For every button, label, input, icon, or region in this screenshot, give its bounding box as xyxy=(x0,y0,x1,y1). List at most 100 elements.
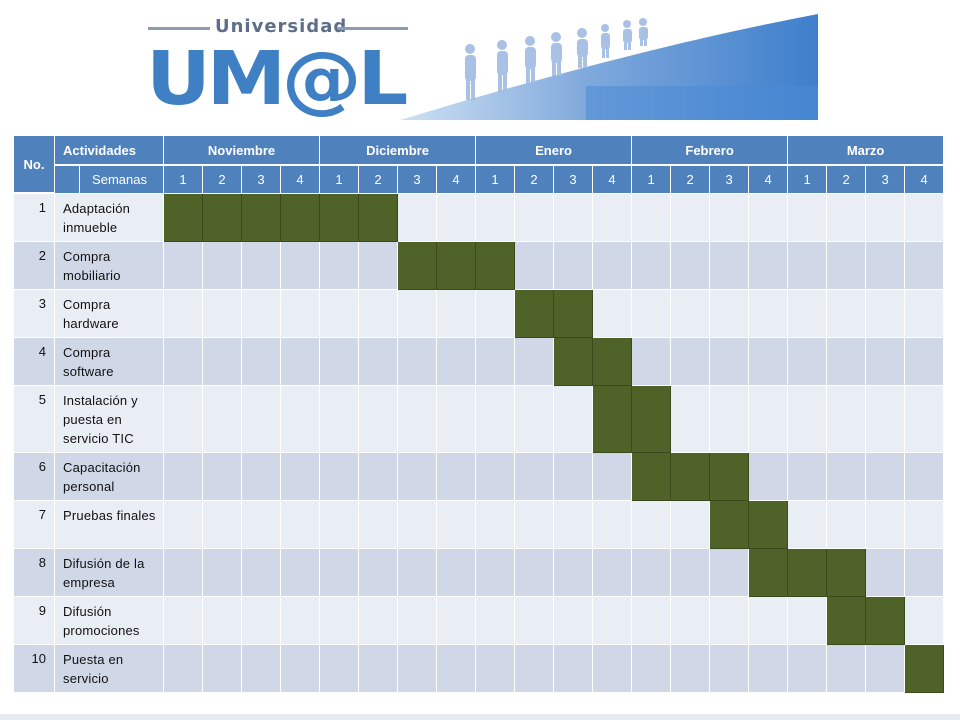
week-cell xyxy=(164,645,204,693)
week-cell xyxy=(827,645,867,693)
week-header-enero-4: 4 xyxy=(593,166,633,194)
week-cell xyxy=(281,501,321,549)
person-silhouette xyxy=(525,36,536,84)
week-cell xyxy=(320,549,360,597)
activity-number: 10 xyxy=(14,645,55,693)
gantt-bar-cell xyxy=(554,338,594,386)
week-cell xyxy=(866,386,906,453)
week-header-diciembre-1: 1 xyxy=(320,166,360,194)
week-header-enero-1: 1 xyxy=(476,166,516,194)
weeks-label-spacer xyxy=(55,166,80,194)
week-cell xyxy=(788,386,828,453)
month-header-diciembre: Diciembre xyxy=(320,136,477,166)
week-cell xyxy=(359,386,399,453)
week-cell xyxy=(281,453,321,501)
person-silhouette xyxy=(497,40,508,92)
week-cell xyxy=(515,597,555,645)
week-cell xyxy=(242,290,282,338)
week-cell xyxy=(554,453,594,501)
week-cell xyxy=(476,194,516,242)
week-header-enero-2: 2 xyxy=(515,166,555,194)
month-header-febrero: Febrero xyxy=(632,136,789,166)
gantt-bar-cell xyxy=(593,338,633,386)
week-cell xyxy=(749,453,789,501)
week-cell xyxy=(398,549,438,597)
week-header-enero-3: 3 xyxy=(554,166,594,194)
people-banner-graphic xyxy=(400,14,818,120)
week-cell xyxy=(476,338,516,386)
activity-row: 8 Difusión de la empresa xyxy=(14,549,945,597)
week-cell xyxy=(203,645,243,693)
gantt-bar-cell xyxy=(203,194,243,242)
gantt-bar-cell xyxy=(749,549,789,597)
week-header-noviembre-2: 2 xyxy=(203,166,243,194)
activity-name: Difusión de la empresa xyxy=(55,549,165,597)
week-cell xyxy=(632,501,672,549)
week-cell xyxy=(749,645,789,693)
gantt-bar-cell xyxy=(866,597,906,645)
gantt-bar-cell xyxy=(827,549,867,597)
gantt-bar-cell xyxy=(398,242,438,290)
person-silhouette xyxy=(577,28,588,68)
activity-number: 8 xyxy=(14,549,55,597)
person-silhouette xyxy=(601,24,610,58)
activity-number: 7 xyxy=(14,501,55,549)
week-cell xyxy=(515,549,555,597)
gantt-bar-cell xyxy=(827,597,867,645)
week-cell xyxy=(203,386,243,453)
week-cell xyxy=(203,242,243,290)
week-cell xyxy=(203,290,243,338)
week-cell xyxy=(905,453,945,501)
week-cell xyxy=(554,597,594,645)
week-cell xyxy=(554,549,594,597)
week-cell xyxy=(710,242,750,290)
week-header-noviembre-3: 3 xyxy=(242,166,282,194)
activity-row: 10 Puesta en servicio xyxy=(14,645,945,693)
week-cell xyxy=(905,338,945,386)
week-cell xyxy=(593,242,633,290)
week-cell xyxy=(749,386,789,453)
logo-rule-right xyxy=(338,27,408,30)
week-cell xyxy=(476,453,516,501)
gantt-bar-cell xyxy=(164,194,204,242)
week-cell xyxy=(788,501,828,549)
week-cell xyxy=(398,338,438,386)
week-cell xyxy=(242,549,282,597)
week-cell xyxy=(749,597,789,645)
week-cell xyxy=(554,645,594,693)
gantt-bar-cell xyxy=(710,453,750,501)
week-cell xyxy=(671,549,711,597)
week-cell xyxy=(671,386,711,453)
person-silhouette xyxy=(623,20,632,50)
activity-name: Difusión promociones xyxy=(55,597,165,645)
activity-name: Capacitación personal xyxy=(55,453,165,501)
week-cell xyxy=(437,597,477,645)
week-header-marzo-1: 1 xyxy=(788,166,828,194)
month-header-enero: Enero xyxy=(476,136,633,166)
week-cell xyxy=(203,338,243,386)
week-cell xyxy=(866,501,906,549)
gantt-bar-cell xyxy=(905,645,945,693)
month-header-row: No. Actividades Noviembre Diciembre Enero F… xyxy=(14,136,945,194)
week-cell xyxy=(320,645,360,693)
week-cell xyxy=(515,338,555,386)
week-cell xyxy=(437,645,477,693)
activity-number: 2 xyxy=(14,242,55,290)
week-cell xyxy=(710,597,750,645)
week-cell xyxy=(359,549,399,597)
activity-number: 6 xyxy=(14,453,55,501)
week-header-diciembre-2: 2 xyxy=(359,166,399,194)
gantt-bar-cell xyxy=(671,453,711,501)
activity-number: 3 xyxy=(14,290,55,338)
week-cell xyxy=(905,386,945,453)
week-cell xyxy=(476,386,516,453)
week-cell xyxy=(476,549,516,597)
week-cell xyxy=(827,453,867,501)
week-cell xyxy=(866,194,906,242)
week-cell xyxy=(359,597,399,645)
week-cell xyxy=(593,501,633,549)
gantt-bar-cell xyxy=(515,290,555,338)
activity-row: 3 Compra hardware xyxy=(14,290,945,338)
activity-row: 1 Adaptación inmueble xyxy=(14,194,945,242)
